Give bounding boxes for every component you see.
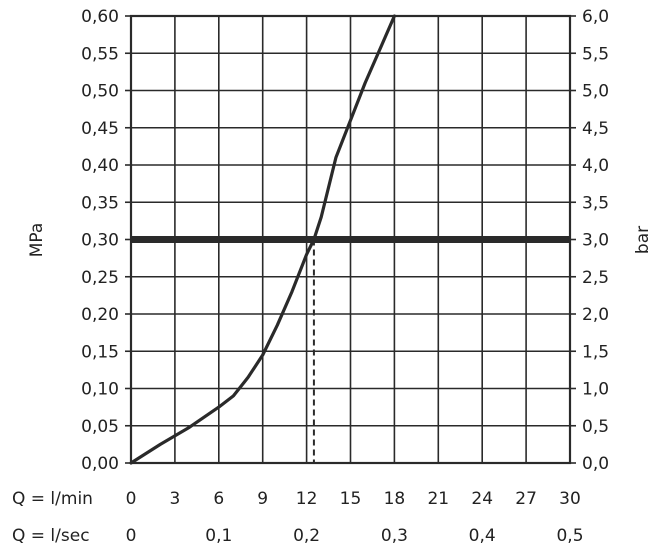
left-tick-label: 0,15 — [81, 342, 119, 362]
right-tick-label: 5,0 — [582, 82, 609, 102]
left-tick-label: 0,35 — [81, 193, 119, 213]
left-tick-label: 0,45 — [81, 119, 119, 139]
right-tick-label: 2,0 — [582, 305, 609, 325]
x-lsec-tick-label: 0,2 — [293, 526, 320, 546]
x-lmin-tick-label: 24 — [471, 489, 493, 509]
x-lmin-tick-label: 0 — [126, 489, 137, 509]
left-tick-label: 0,20 — [81, 305, 119, 325]
right-tick-label: 1,5 — [582, 342, 609, 362]
left-tick-label: 0,00 — [81, 454, 119, 474]
right-tick-label: 2,5 — [582, 268, 609, 288]
x-axis-lsec-label: Q = l/sec — [12, 526, 90, 546]
right-tick-label: 3,5 — [582, 193, 609, 213]
left-tick-label: 0,10 — [81, 380, 119, 400]
right-axis-ticks: 0,0 0,5 1,0 1,5 2,0 2,5 3,0 3,5 4,0 4,5 5,0 5,5 6,0 — [582, 7, 609, 474]
right-tick-label: 4,5 — [582, 119, 609, 139]
x-lmin-tick-label: 27 — [515, 489, 537, 509]
series-line — [129, 14, 396, 465]
x-lmin-tick-label: 15 — [340, 489, 362, 509]
x-lsec-tick-label: 0,4 — [469, 526, 496, 546]
left-tick-label: 0,50 — [81, 82, 119, 102]
left-tick-label: 0,55 — [81, 44, 119, 64]
x-lsec-tick-label: 0,1 — [205, 526, 232, 546]
x-lsec-tick-label: 0,5 — [556, 526, 583, 546]
right-tick-label: 6,0 — [582, 7, 609, 27]
right-tick-label: 0,0 — [582, 454, 609, 474]
right-tick-label: 5,5 — [582, 44, 609, 64]
series-layer — [129, 14, 570, 465]
x-lmin-tick-label: 12 — [296, 489, 318, 509]
right-tick-label: 0,5 — [582, 417, 609, 437]
right-tick-label: 4,0 — [582, 156, 609, 176]
left-tick-label: 0,05 — [81, 417, 119, 437]
left-axis-label: MPa — [27, 223, 47, 258]
left-tick-label: 0,60 — [81, 7, 119, 27]
x-axis-lmin-label: Q = l/min — [12, 489, 93, 509]
x-lmin-tick-label: 3 — [169, 489, 180, 509]
x-lmin-tick-label: 30 — [559, 489, 581, 509]
x-axis-lsec-ticks: 0 0,1 0,2 0,3 0,4 0,5 — [126, 526, 584, 546]
right-tick-label: 3,0 — [582, 231, 609, 251]
x-lsec-tick-label: 0 — [126, 526, 137, 546]
left-axis-ticks: 0,00 0,05 0,10 0,15 0,20 0,25 0,30 0,35 0,40 0,45… — [81, 7, 119, 474]
x-axis-lmin-ticks: 0 3 6 9 12 15 18 21 24 27 30 — [126, 489, 581, 509]
x-lmin-tick-label: 6 — [213, 489, 224, 509]
right-axis-label: bar — [633, 226, 653, 254]
left-tick-label: 0,40 — [81, 156, 119, 176]
x-lmin-tick-label: 18 — [384, 489, 406, 509]
x-lmin-tick-label: 21 — [427, 489, 449, 509]
x-lsec-tick-label: 0,3 — [381, 526, 408, 546]
left-tick-label: 0,25 — [81, 268, 119, 288]
x-lmin-tick-label: 9 — [257, 489, 268, 509]
right-tick-label: 1,0 — [582, 380, 609, 400]
left-tick-label: 0,30 — [81, 231, 119, 251]
